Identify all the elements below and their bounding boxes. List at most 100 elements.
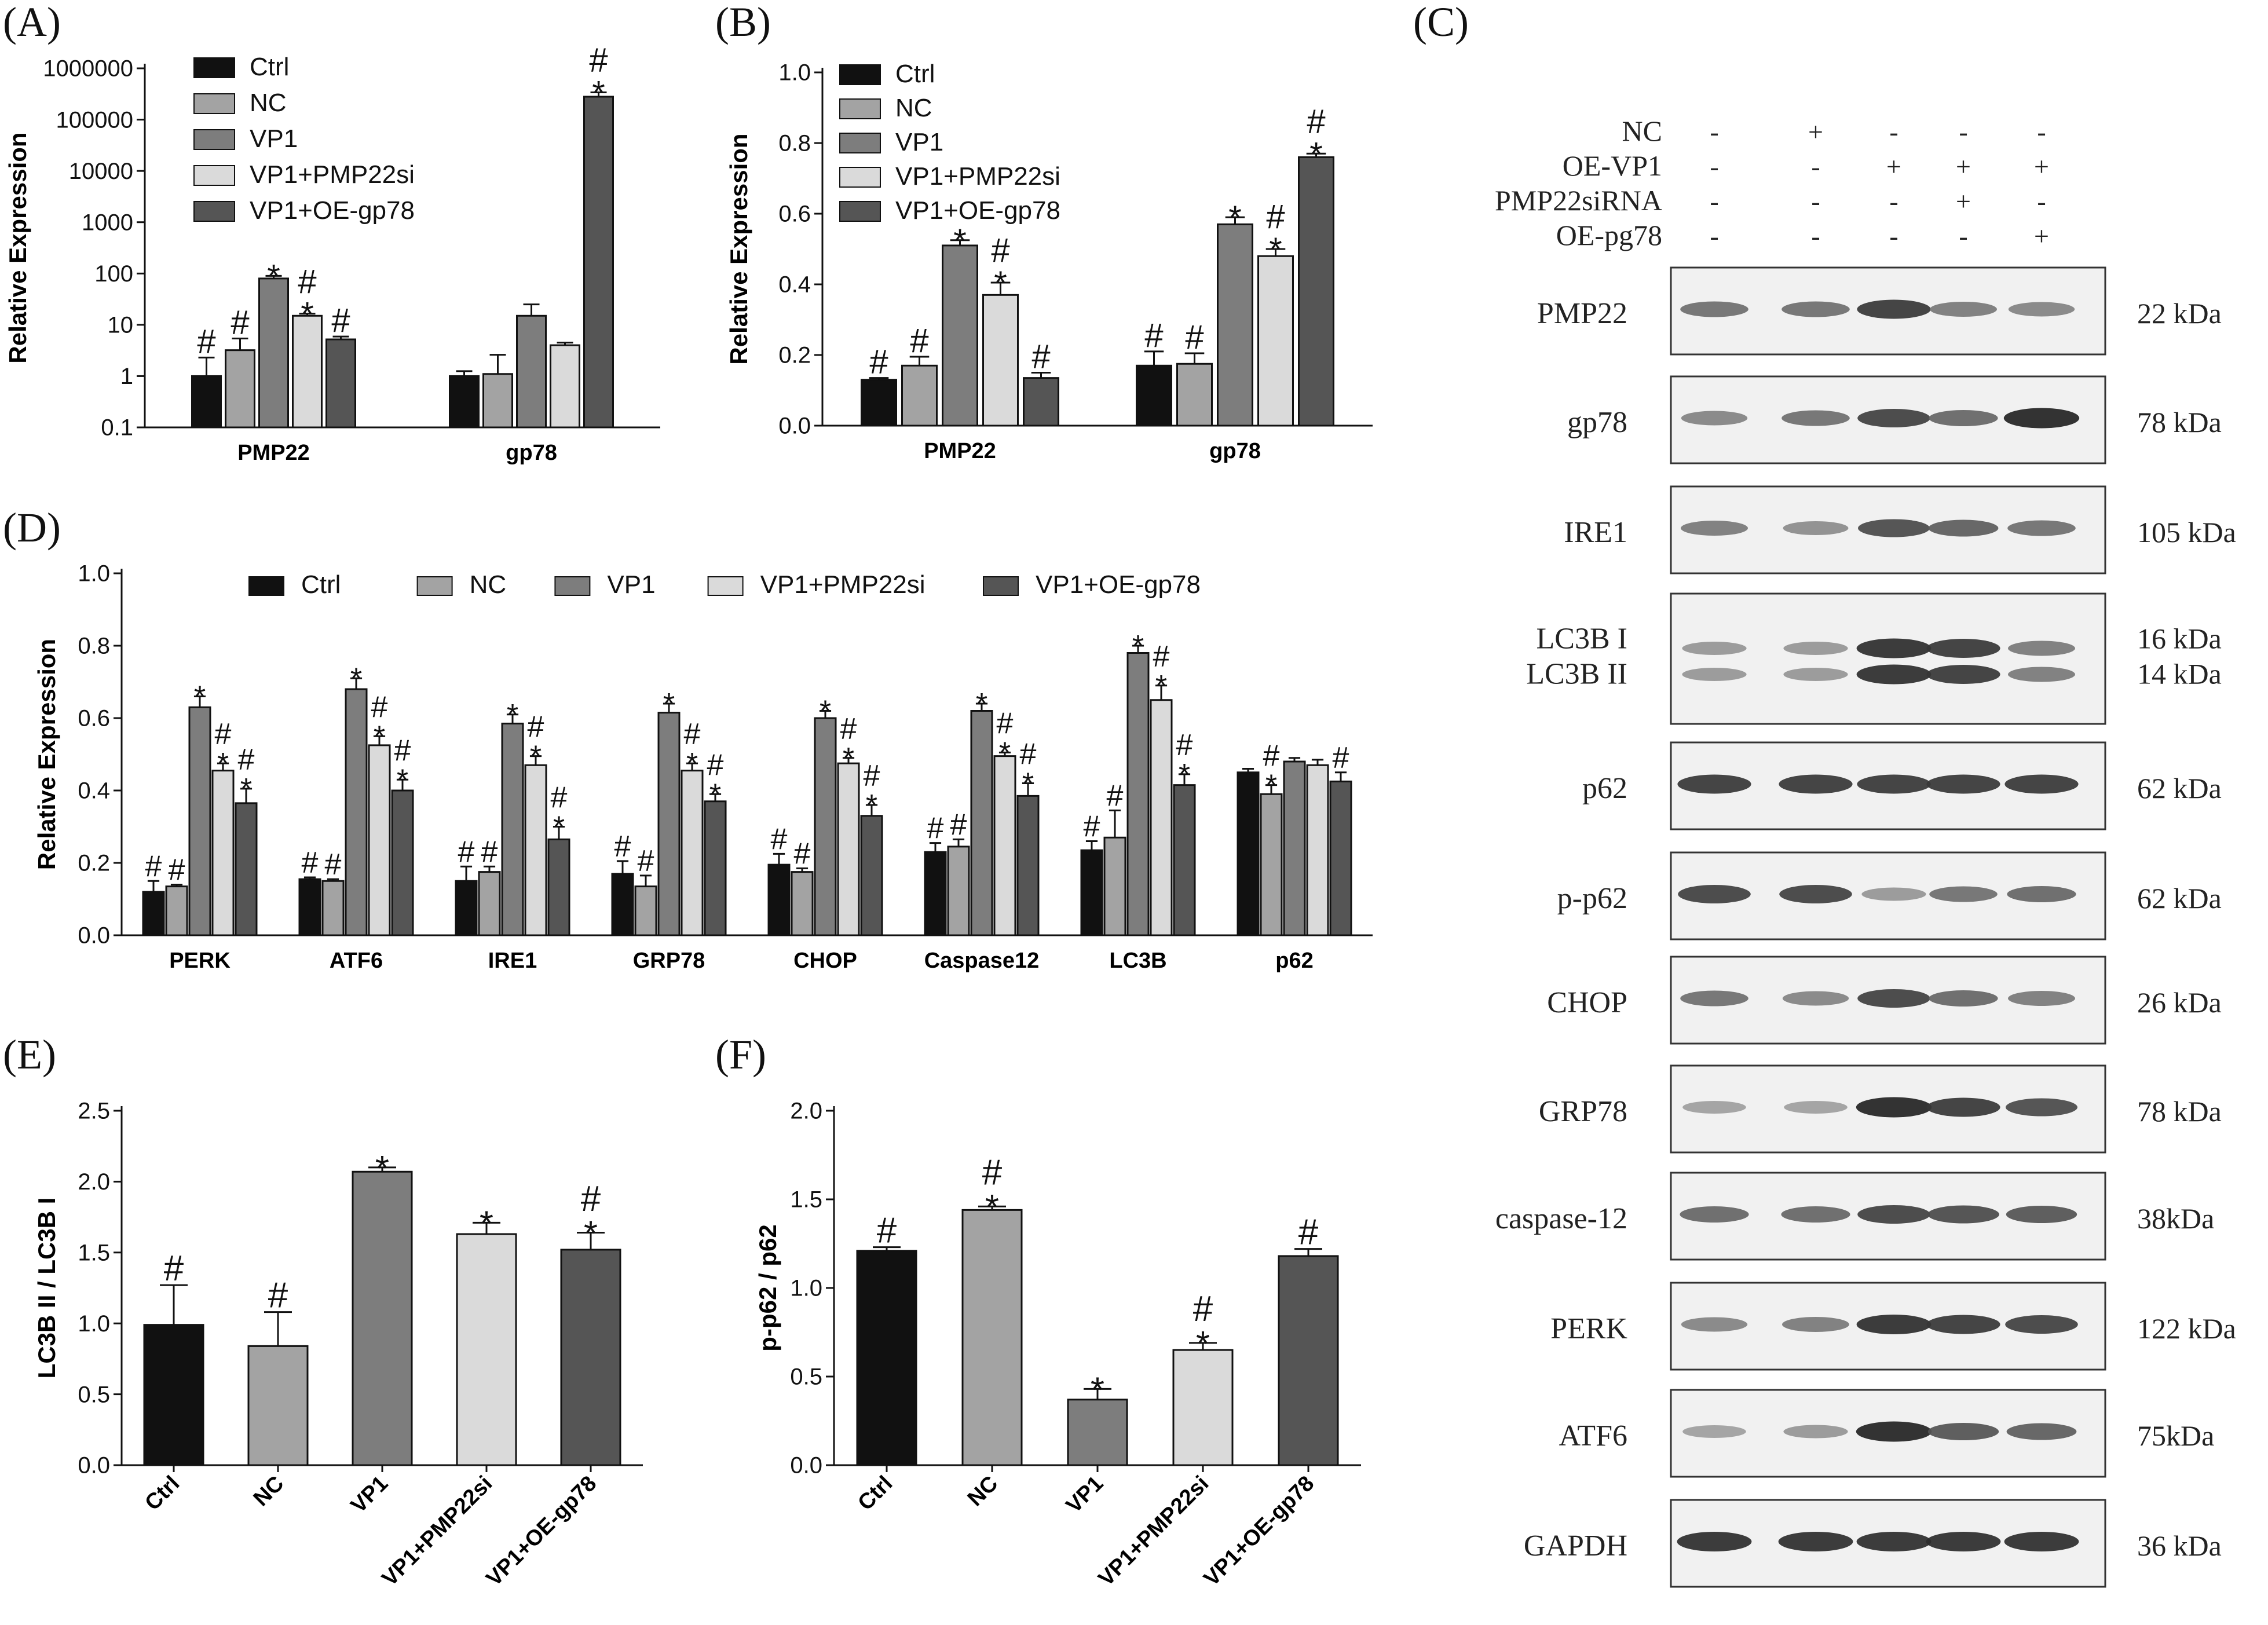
size-label-p-p62: 62 kDa <box>2137 882 2222 914</box>
significance-ctrl-gp78-hash: # <box>1144 317 1163 354</box>
y-tick-label: 0.0 <box>78 923 110 949</box>
band-atf6-lane-2 <box>1783 1425 1848 1439</box>
significance-vp1-pmp22si-ire1-hash: # <box>528 711 544 744</box>
significance-vp1-oe-gp78-hash: # <box>1298 1213 1319 1253</box>
y-tick-label: 1.0 <box>78 1311 110 1337</box>
band-p-p62-lane-4 <box>1929 886 1998 902</box>
significance-vp1-oe-gp78-p62-hash: # <box>1333 741 1349 775</box>
significance-vp1-pmp22si-star: * <box>480 1204 493 1244</box>
size-label-pmp22: 22 kDa <box>2137 297 2222 330</box>
y-axis-label: p-p62 / p62 <box>754 1224 781 1351</box>
band-perk-lane-2 <box>1782 1317 1849 1332</box>
legend-label-vp1-pmp22si: VP1+PMP22si <box>895 162 1060 191</box>
band-gp78-lane-5 <box>2003 408 2080 429</box>
significance-vp1-lc3b-star: * <box>1132 629 1144 663</box>
band-lc3b-i-lane-1 <box>1682 642 1747 655</box>
bar-nc-pmp22 <box>901 364 938 427</box>
significance-vp1-pmp22si-pmp22-hash: # <box>298 263 316 301</box>
significance-nc-perk-hash: # <box>169 854 185 887</box>
bar-vp1-pmp22 <box>942 244 978 427</box>
bar-vp1-oe-gp78-lc3b <box>1173 784 1196 936</box>
y-tick-label: 1.5 <box>790 1187 822 1213</box>
y-axis-label: Relative Expression <box>725 133 752 364</box>
bar-ctrl-gp78 <box>449 375 480 429</box>
bar-vp1-pmp22si-chop <box>837 762 860 936</box>
condition-sign: - <box>1959 117 1967 147</box>
bar-vp1-pmp22 <box>258 277 289 429</box>
x-tick-label-vp1: VP1 <box>1062 1472 1108 1518</box>
bar-vp1-pmp22si-pmp22 <box>292 314 323 429</box>
significance-vp1-pmp22si-pmp22-star: * <box>301 296 314 334</box>
protein-label-gapdh: GAPDH <box>1524 1529 1627 1562</box>
category-label-gp78: gp78 <box>506 441 557 465</box>
y-tick-label: 2.0 <box>790 1099 822 1124</box>
blot-frame-lc3b-i <box>1670 592 2106 725</box>
legend-label-ctrl: Ctrl <box>301 570 341 599</box>
category-label-gp78: gp78 <box>1209 439 1261 463</box>
panel-label-d: (D) <box>3 504 61 551</box>
significance-nc-grp78-hash: # <box>638 844 654 878</box>
bar-vp1-oe-gp78-pmp22 <box>325 338 356 429</box>
legend-label-ctrl: Ctrl <box>250 53 289 81</box>
condition-sign: - <box>1889 221 1898 251</box>
band-lc3b-i-lane-5 <box>2008 641 2075 656</box>
protein-label-perk: PERK <box>1550 1312 1627 1345</box>
significance-vp1-grp78-star: * <box>663 687 675 721</box>
bar-nc <box>961 1209 1023 1466</box>
condition-sign: - <box>1710 221 1718 251</box>
condition-sign: + <box>2034 152 2049 181</box>
significance-vp1-oe-gp78-hash: # <box>581 1179 601 1219</box>
band-grp78-lane-4 <box>1926 1097 2000 1117</box>
condition-label-nc: NC <box>1622 115 1662 147</box>
bar-vp1-pmp22si <box>456 1233 517 1466</box>
band-lc3b-ii-lane-1 <box>1682 668 1747 681</box>
band-grp78-lane-2 <box>1784 1101 1848 1114</box>
condition-sign: - <box>1710 186 1718 216</box>
legend-label-nc: NC <box>470 570 507 599</box>
band-p62-lane-2 <box>1779 774 1853 794</box>
significance-vp1-pmp22si-gp78-star: * <box>1269 231 1282 269</box>
significance-nc-pmp22-hash: # <box>231 304 249 342</box>
significance-vp1-pmp22si-caspase12-star: * <box>999 736 1011 770</box>
significance-vp1-star: * <box>1091 1370 1104 1410</box>
significance-vp1-pmp22si-perk-star: * <box>217 747 229 781</box>
y-tick-label: 0.2 <box>778 343 811 368</box>
condition-sign: - <box>1710 117 1718 147</box>
legend-label-nc: NC <box>895 94 932 122</box>
category-label-caspase12: Caspase12 <box>924 949 1040 973</box>
bar-ctrl-pmp22 <box>861 379 897 427</box>
y-tick-label: 0.6 <box>778 202 811 227</box>
legend-swatch-vp1 <box>193 129 235 150</box>
bar-vp1-pmp22si-grp78 <box>681 770 704 936</box>
bar-nc-lc3b <box>1103 836 1126 936</box>
legend-label-nc: NC <box>250 89 287 117</box>
size-label-lc3b-i: 16 kDa <box>2137 623 2222 655</box>
y-tick-label: 0.8 <box>78 634 110 659</box>
bar-vp1-oe-gp78-grp78 <box>704 800 727 936</box>
significance-vp1-pmp22si-ire1-star: * <box>530 740 542 774</box>
panel-label-a: (A) <box>3 0 61 45</box>
significance-vp1-pmp22si-lc3b-star: * <box>1155 669 1167 703</box>
bar-vp1-oe-gp78-perk <box>235 802 258 936</box>
band-lc3b-ii-lane-3 <box>1856 664 1932 685</box>
significance-nc-hash: # <box>268 1276 288 1316</box>
bar-vp1-pmp22si <box>1172 1349 1234 1466</box>
significance-nc-ire1-hash: # <box>481 835 498 869</box>
condition-sign: + <box>2034 221 2049 251</box>
y-tick-label: 10 <box>108 313 134 338</box>
significance-vp1-pmp22si-chop-star: * <box>843 742 854 775</box>
bar-vp1-oe-gp78-atf6 <box>391 789 414 936</box>
band-pmp22-lane-3 <box>1857 299 1931 319</box>
category-label-chop: CHOP <box>793 949 857 973</box>
legend-swatch-vp1-oe-gp78 <box>983 576 1019 596</box>
band-atf6-lane-4 <box>1927 1423 1999 1440</box>
bar-ctrl-perk <box>142 891 165 936</box>
y-tick-label: 0.0 <box>790 1453 822 1478</box>
category-label-p62: p62 <box>1275 949 1313 973</box>
category-label-lc3b: LC3B <box>1109 949 1166 973</box>
bar-nc-pmp22 <box>225 349 255 429</box>
bar-nc-p62 <box>1260 793 1283 936</box>
band-p62-lane-1 <box>1677 774 1751 794</box>
significance-vp1-star: * <box>375 1149 389 1189</box>
band-caspase-12-lane-2 <box>1781 1206 1850 1223</box>
